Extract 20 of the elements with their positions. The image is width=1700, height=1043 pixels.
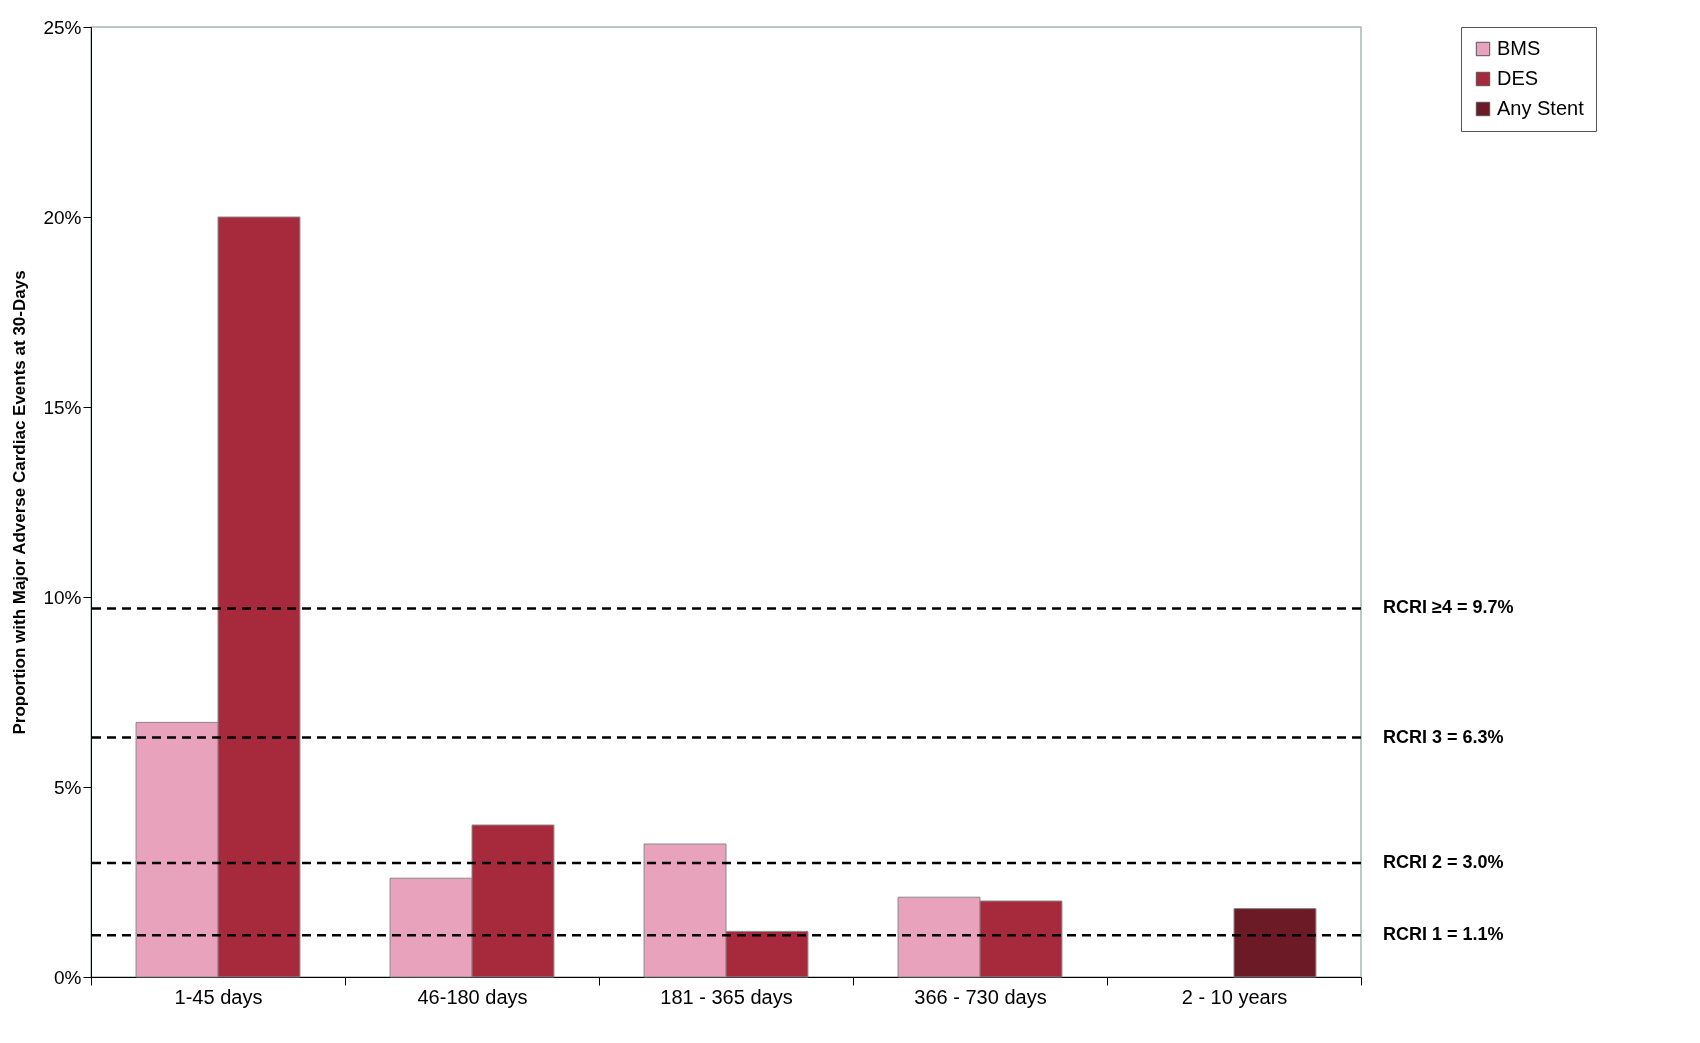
- y-tick-label: 5%: [54, 776, 82, 798]
- x-tick-label: 1-45 days: [174, 985, 263, 1008]
- y-tick-label: 20%: [43, 206, 82, 228]
- y-tick-label: 25%: [43, 16, 82, 38]
- x-tick-label: 46-180 days: [417, 985, 528, 1008]
- legend-label: DES: [1497, 67, 1539, 89]
- ref-line-label: RCRI 2 = 3.0%: [1383, 852, 1504, 872]
- ref-line-label: RCRI 1 = 1.1%: [1383, 924, 1504, 945]
- y-tick-label: 0%: [54, 966, 82, 988]
- bar: [1233, 908, 1317, 978]
- y-tick-label: 15%: [43, 396, 82, 418]
- x-tick-label: 366 - 730 days: [914, 985, 1047, 1008]
- y-tick-label: 10%: [43, 586, 82, 608]
- legend-label: BMS: [1497, 37, 1541, 59]
- x-tick-label: 181 - 365 days: [660, 985, 793, 1008]
- ref-line-label: RCRI ≥4 = 9.7%: [1383, 597, 1514, 618]
- legend-label: Any Stent: [1497, 97, 1585, 119]
- ref-line-label: RCRI 3 = 6.3%: [1383, 726, 1504, 747]
- y-axis-title: Proportion with Major Adverse Cardiac Events at 30-Days: [10, 270, 30, 735]
- x-tick-label: 2 - 10 years: [1181, 985, 1288, 1008]
